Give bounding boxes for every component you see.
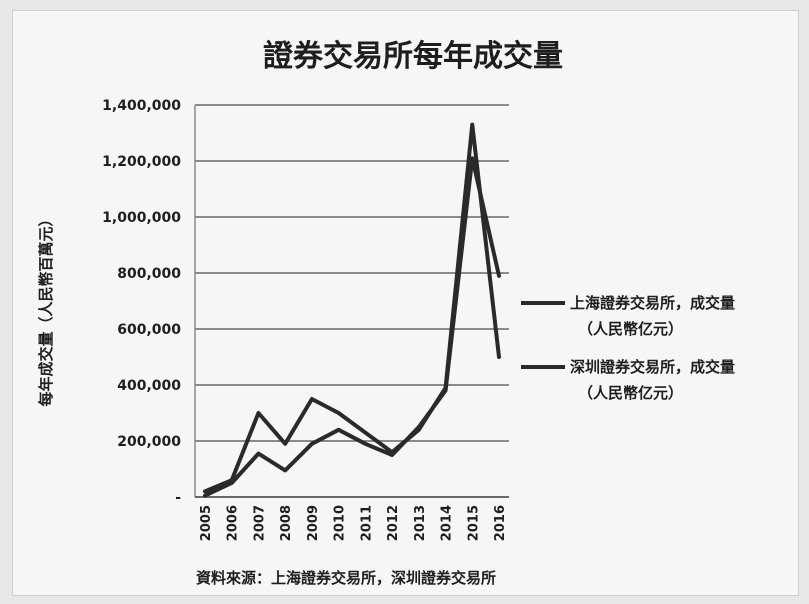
x-tick-label: 2009 xyxy=(306,505,321,541)
y-tick-label: 400,000 xyxy=(117,378,181,394)
x-tick-label: 2012 xyxy=(386,505,401,541)
x-tick-label: 2008 xyxy=(279,505,294,541)
y-tick-label: 200,000 xyxy=(117,434,181,450)
y-tick-label: - xyxy=(175,490,181,506)
x-tick-label: 2011 xyxy=(359,505,374,541)
axes xyxy=(194,105,509,498)
series-lines xyxy=(203,122,501,498)
y-tick-label: 1,400,000 xyxy=(102,98,181,114)
source-note: 資料來源：上海證券交易所，深圳證券交易所 xyxy=(196,569,496,587)
x-tick-label: 2014 xyxy=(440,505,455,541)
x-tick-labels: 2005 2006 2007 2008 2009 2010 2011 2012 2013 2014… xyxy=(199,505,508,541)
x-tick-label: 2013 xyxy=(413,505,428,541)
gridlines xyxy=(195,104,509,442)
legend-label-2: 深圳證券交易所，成交量（人民幣亿元） xyxy=(570,358,735,402)
legend-label-1: 上海證券交易所，成交量（人民幣亿元） xyxy=(570,294,735,338)
x-tick-label: 2016 xyxy=(493,505,508,541)
chart-frame: 證券交易所每年成交量 - 200,000 400,000 600,000 800,000… xyxy=(12,10,799,596)
x-tick-label: 2015 xyxy=(466,505,481,541)
y-tick-label: 1,000,000 xyxy=(102,210,181,226)
x-tick-label: 2006 xyxy=(226,505,241,541)
chart-title: 證券交易所每年成交量 xyxy=(263,39,563,74)
y-tick-label: 600,000 xyxy=(117,322,181,338)
y-axis-label: 每年成交量（人民幣百萬元） xyxy=(37,211,55,406)
legend: 上海證券交易所，成交量（人民幣亿元） 深圳證券交易所，成交量（人民幣亿元） xyxy=(521,294,735,402)
x-tick-label: 2005 xyxy=(199,505,214,541)
series-line-2 xyxy=(203,156,501,498)
x-tick-label: 2010 xyxy=(333,505,348,541)
line-chart: 證券交易所每年成交量 - 200,000 400,000 600,000 800,000… xyxy=(37,39,735,587)
y-tick-labels: - 200,000 400,000 600,000 800,000 1,000,000 1,… xyxy=(102,98,181,506)
y-tick-label: 800,000 xyxy=(117,266,181,282)
y-tick-label: 1,200,000 xyxy=(102,154,181,170)
x-tick-label: 2007 xyxy=(252,505,267,541)
